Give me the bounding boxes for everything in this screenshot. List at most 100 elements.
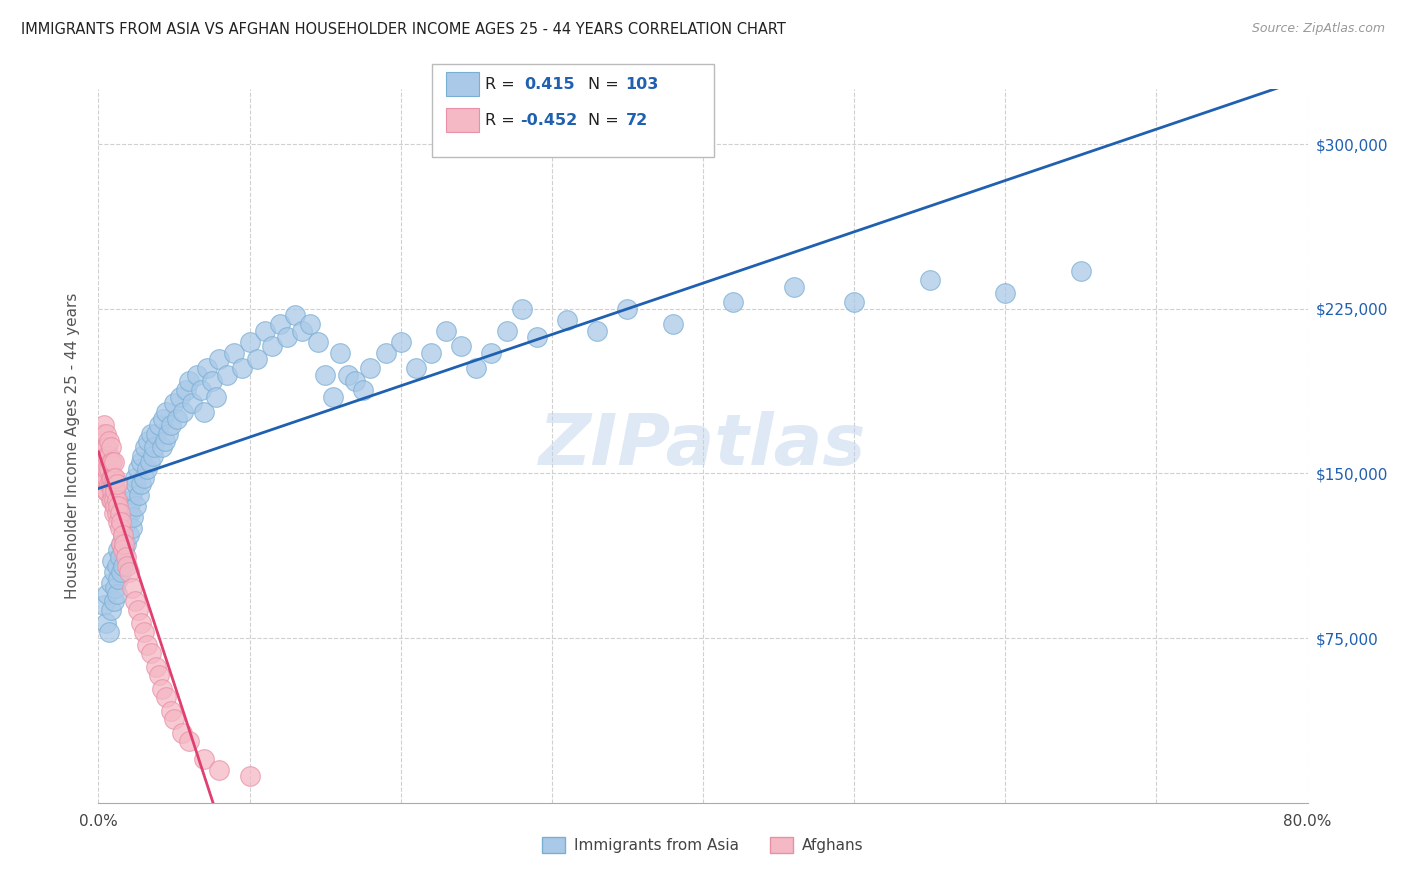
Point (103, 477, 125, 491)
Point (160, 418, 183, 433)
Text: 0.415: 0.415 (524, 78, 575, 92)
Point (131, 449, 153, 463)
Text: N =: N = (588, 113, 619, 128)
Point (127, 602, 149, 616)
Point (136, 434, 159, 448)
Point (844, 295, 866, 310)
Point (94, 462, 117, 476)
Point (181, 396, 204, 410)
Point (344, 374, 367, 388)
Point (105, 506, 128, 520)
Point (96, 462, 118, 476)
Point (118, 500, 141, 514)
Point (246, 352, 269, 367)
Text: Source: ZipAtlas.com: Source: ZipAtlas.com (1251, 22, 1385, 36)
Text: -0.452: -0.452 (520, 113, 578, 128)
Point (616, 301, 638, 316)
Point (352, 383, 374, 397)
Point (110, 566, 132, 580)
Point (152, 411, 174, 425)
Point (129, 615, 152, 630)
Point (481, 345, 503, 359)
Point (1070, 264, 1092, 278)
Point (100, 477, 122, 491)
Point (994, 286, 1017, 301)
Point (918, 273, 941, 287)
Point (105, 587, 128, 601)
Point (94, 455, 117, 469)
Point (360, 361, 382, 376)
Point (132, 471, 155, 485)
Point (98, 462, 121, 476)
Point (103, 455, 125, 469)
Point (94, 426, 117, 441)
Point (110, 515, 132, 529)
Point (103, 594, 125, 608)
Point (91, 477, 114, 491)
Point (100, 492, 122, 507)
Point (107, 500, 129, 514)
Point (98, 449, 121, 463)
Point (155, 690, 177, 705)
Point (98, 434, 121, 448)
Point (239, 769, 262, 783)
Point (103, 471, 125, 485)
Point (156, 426, 179, 441)
Point (105, 477, 128, 491)
Point (103, 566, 125, 580)
Point (195, 361, 218, 376)
Point (96, 587, 118, 601)
Point (205, 390, 228, 404)
Legend: Immigrants from Asia, Afghans: Immigrants from Asia, Afghans (536, 831, 870, 859)
Point (121, 581, 143, 595)
Point (104, 500, 127, 514)
Point (96, 449, 118, 463)
Point (155, 405, 177, 419)
Point (224, 345, 246, 359)
Point (723, 295, 745, 310)
Point (239, 334, 262, 349)
Point (96, 440, 118, 454)
Point (122, 510, 145, 524)
Text: 72: 72 (626, 113, 648, 128)
Point (104, 471, 127, 485)
Point (163, 396, 186, 410)
Point (215, 368, 238, 382)
Point (135, 638, 157, 652)
Point (115, 515, 138, 529)
Point (526, 330, 548, 344)
Point (111, 528, 134, 542)
Point (170, 725, 193, 739)
Point (420, 345, 443, 359)
Point (150, 681, 173, 696)
Point (100, 455, 122, 469)
Point (101, 492, 124, 507)
Point (231, 361, 253, 376)
Point (145, 659, 167, 673)
Point (193, 405, 215, 419)
Point (94, 483, 117, 498)
Point (128, 488, 150, 502)
Point (179, 374, 201, 388)
Point (91, 455, 114, 469)
Point (405, 361, 427, 376)
Point (112, 537, 135, 551)
Point (253, 324, 276, 338)
Point (118, 566, 141, 580)
Point (141, 647, 163, 661)
Point (434, 324, 457, 338)
Point (661, 317, 683, 331)
Point (101, 471, 124, 485)
Point (100, 602, 122, 616)
Point (208, 352, 231, 367)
Point (166, 411, 188, 425)
Point (100, 471, 122, 485)
Point (495, 324, 517, 338)
Point (284, 309, 307, 323)
Point (129, 477, 152, 491)
Point (124, 471, 146, 485)
Point (314, 368, 336, 382)
Point (90, 440, 112, 454)
Point (262, 339, 284, 353)
Point (124, 594, 146, 608)
